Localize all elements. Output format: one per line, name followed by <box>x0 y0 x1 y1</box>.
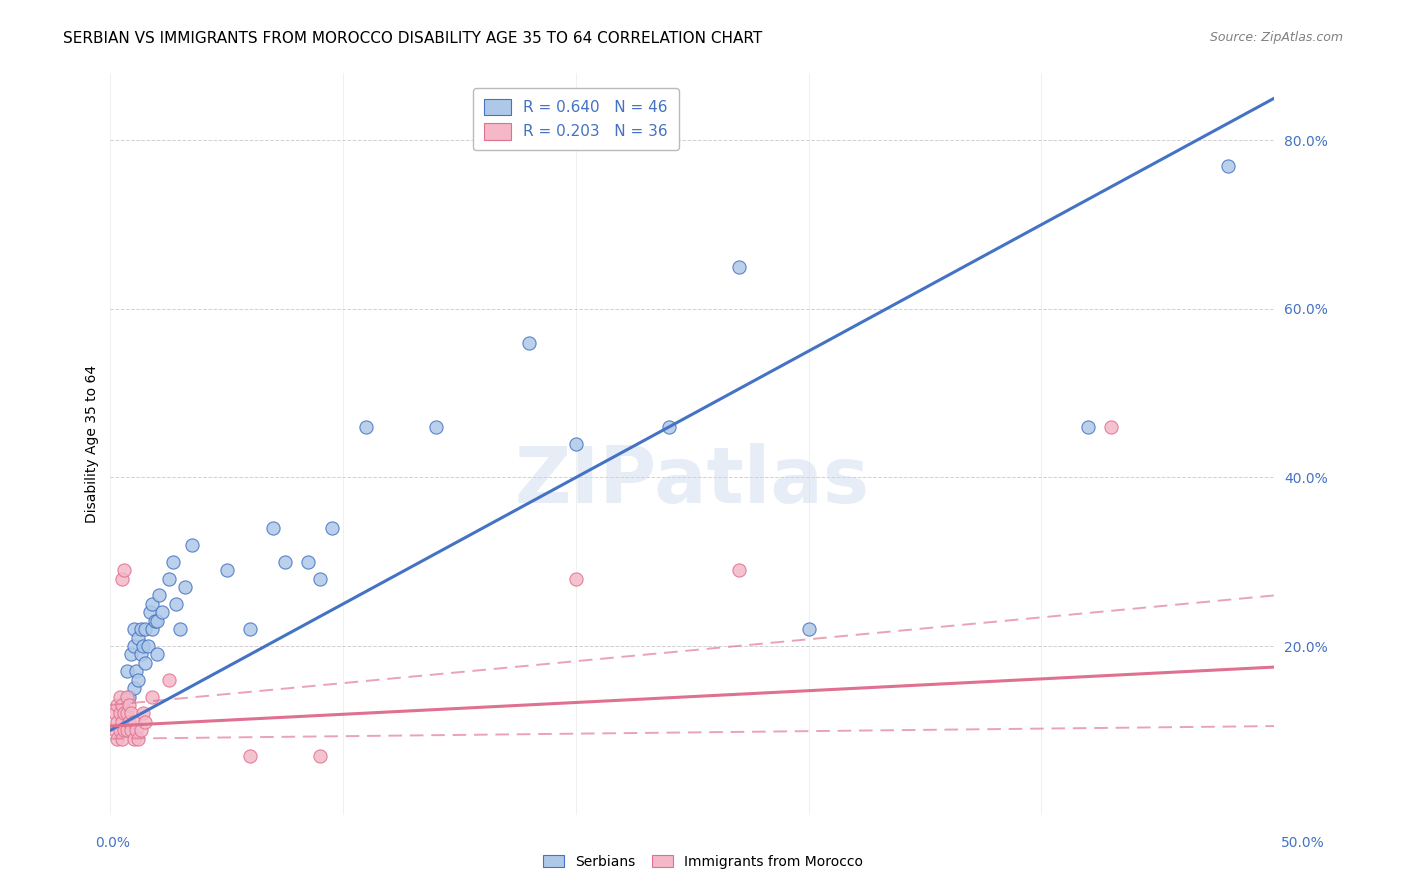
Point <box>112 706 135 721</box>
Point <box>111 698 134 712</box>
Point <box>108 723 131 738</box>
Point <box>120 723 142 738</box>
Point <box>797 622 820 636</box>
Point <box>321 521 343 535</box>
Point <box>127 631 149 645</box>
Point <box>108 706 131 721</box>
Point <box>127 673 149 687</box>
Point <box>105 731 128 746</box>
Text: SERBIAN VS IMMIGRANTS FROM MOROCCO DISABILITY AGE 35 TO 64 CORRELATION CHART: SERBIAN VS IMMIGRANTS FROM MOROCCO DISAB… <box>63 31 762 46</box>
Point <box>239 622 262 636</box>
Point <box>111 714 134 729</box>
Text: 0.0%: 0.0% <box>96 836 131 850</box>
Point <box>105 698 128 712</box>
Point <box>658 420 681 434</box>
Point <box>425 420 447 434</box>
Point <box>129 622 152 636</box>
Point <box>1077 420 1099 434</box>
Legend: Serbians, Immigrants from Morocco: Serbians, Immigrants from Morocco <box>537 849 869 874</box>
Point <box>118 698 141 712</box>
Point <box>122 622 145 636</box>
Point <box>122 731 145 746</box>
Point <box>141 597 163 611</box>
Point <box>105 714 128 729</box>
Point <box>134 656 156 670</box>
Point <box>157 673 180 687</box>
Point <box>134 714 156 729</box>
Point <box>215 563 238 577</box>
Point <box>162 555 184 569</box>
Point <box>111 698 134 712</box>
Point <box>141 690 163 704</box>
Legend: R = 0.640   N = 46, R = 0.203   N = 36: R = 0.640 N = 46, R = 0.203 N = 36 <box>472 88 679 151</box>
Point <box>115 723 138 738</box>
Point <box>129 648 152 662</box>
Point <box>1216 159 1239 173</box>
Point <box>309 748 332 763</box>
Text: 50.0%: 50.0% <box>1281 836 1324 850</box>
Text: Source: ZipAtlas.com: Source: ZipAtlas.com <box>1209 31 1343 45</box>
Point <box>134 622 156 636</box>
Point <box>136 639 159 653</box>
Point <box>112 723 135 738</box>
Point <box>180 538 202 552</box>
Point <box>127 731 149 746</box>
Y-axis label: Disability Age 35 to 64: Disability Age 35 to 64 <box>86 365 100 523</box>
Point <box>129 723 152 738</box>
Point <box>104 723 127 738</box>
Point <box>139 605 162 619</box>
Point <box>239 748 262 763</box>
Point <box>108 690 131 704</box>
Point <box>262 521 284 535</box>
Point <box>141 622 163 636</box>
Point <box>146 648 169 662</box>
Point <box>125 665 148 679</box>
Point <box>356 420 378 434</box>
Point <box>150 605 173 619</box>
Point <box>122 639 145 653</box>
Point <box>132 639 155 653</box>
Point <box>727 563 749 577</box>
Point <box>1099 420 1122 434</box>
Point <box>115 665 138 679</box>
Point <box>122 681 145 695</box>
Text: ZIPatlas: ZIPatlas <box>515 442 870 519</box>
Point <box>111 731 134 746</box>
Point <box>174 580 197 594</box>
Point <box>309 572 332 586</box>
Point <box>157 572 180 586</box>
Point <box>115 690 138 704</box>
Point <box>118 690 141 704</box>
Point <box>169 622 191 636</box>
Point <box>274 555 297 569</box>
Point <box>727 260 749 274</box>
Point <box>148 589 170 603</box>
Point <box>297 555 319 569</box>
Point <box>125 723 148 738</box>
Point <box>565 436 588 450</box>
Point <box>132 706 155 721</box>
Point <box>111 572 134 586</box>
Point <box>112 563 135 577</box>
Point <box>565 572 588 586</box>
Point <box>146 614 169 628</box>
Point <box>517 335 540 350</box>
Point <box>165 597 187 611</box>
Point <box>143 614 166 628</box>
Point <box>120 706 142 721</box>
Point <box>120 648 142 662</box>
Point <box>118 714 141 729</box>
Point <box>115 706 138 721</box>
Point <box>122 714 145 729</box>
Point <box>104 706 127 721</box>
